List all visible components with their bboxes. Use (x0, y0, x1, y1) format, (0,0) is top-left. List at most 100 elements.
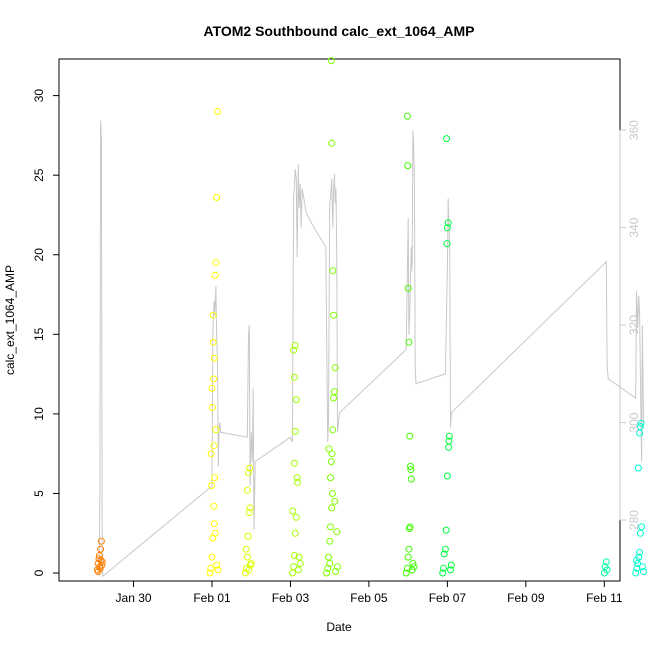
scatter-series-3 (288, 342, 304, 577)
data-point (95, 552, 103, 559)
data-point (208, 404, 216, 411)
data-point (214, 566, 222, 574)
data-point (402, 569, 410, 577)
data-point (445, 437, 453, 445)
data-point (210, 375, 218, 383)
y-tick-label: 0 (32, 569, 46, 576)
data-point (97, 537, 105, 545)
x-tick-label: Jan 30 (116, 591, 152, 605)
data-point (329, 267, 337, 275)
data-point (327, 57, 335, 65)
y-axis: 0 5 10 15 20 25 30 (32, 89, 60, 576)
data-point (210, 502, 218, 510)
data-point (294, 566, 302, 574)
data-point (294, 478, 301, 486)
data-point (290, 459, 298, 467)
data-point (409, 560, 417, 567)
chart-title: ATOM2 Southbound calc_ext_1064_AMP (204, 23, 475, 39)
data-point (636, 423, 644, 431)
data-point (328, 450, 336, 458)
data-point (405, 338, 413, 346)
data-point (632, 569, 640, 577)
data-point (98, 561, 106, 569)
data-point (213, 561, 221, 569)
x-tick-label: Feb 07 (429, 591, 467, 605)
data-point (245, 469, 252, 477)
data-point (445, 432, 453, 440)
scatter-points-layer (93, 57, 647, 577)
data-point (247, 560, 255, 567)
data-point (208, 482, 216, 489)
data-point (328, 139, 336, 147)
data-point (638, 523, 646, 531)
data-point (440, 564, 447, 572)
data-point (292, 396, 300, 404)
data-point (206, 569, 214, 577)
data-point (330, 388, 338, 396)
data-point (211, 474, 219, 482)
data-point (243, 553, 251, 561)
data-point (636, 548, 644, 556)
x-axis: Jan 30 Feb 01 Feb 03 Feb 05 Feb 07 Feb 09 Feb … (116, 580, 623, 605)
data-point (443, 224, 451, 232)
data-point (207, 450, 215, 458)
data-point (323, 569, 331, 577)
data-point (246, 464, 254, 472)
data-point (327, 523, 334, 531)
data-point (210, 520, 218, 528)
y2-tick-label: 300 (627, 412, 641, 432)
data-point (212, 259, 220, 267)
data-point (209, 338, 217, 346)
data-point (325, 445, 333, 453)
scatter-series-7 (600, 558, 611, 577)
data-point (328, 504, 336, 512)
y2-tick-label: 280 (627, 510, 641, 530)
data-point (634, 560, 642, 567)
data-point (636, 529, 644, 537)
data-point (213, 194, 221, 201)
data-point (440, 550, 448, 558)
data-point (443, 472, 451, 480)
data-point (443, 240, 451, 248)
data-point (326, 560, 334, 567)
data-point (211, 529, 219, 537)
data-point (407, 475, 415, 483)
data-point (640, 568, 647, 575)
data-point (403, 112, 411, 120)
data-point (603, 566, 611, 574)
data-point (245, 566, 253, 574)
data-point (444, 219, 452, 227)
data-point (211, 271, 219, 279)
data-point (291, 427, 299, 435)
data-point (288, 569, 296, 577)
data-point (207, 564, 215, 572)
data-point (638, 563, 646, 571)
y-axis-label: calc_ext_1064_AMP (3, 265, 17, 375)
data-point (442, 526, 450, 534)
data-point (439, 569, 447, 577)
data-point (208, 553, 216, 561)
data-point (407, 466, 415, 474)
plot-area-frame (58, 58, 621, 582)
data-point (405, 545, 413, 553)
data-point (244, 532, 252, 540)
data-point (445, 443, 453, 451)
y-tick-label: 30 (32, 89, 46, 103)
data-point (327, 458, 335, 466)
data-point (290, 563, 298, 571)
data-point (243, 486, 251, 494)
data-point (326, 537, 334, 545)
data-point (293, 474, 301, 482)
data-point (296, 560, 304, 567)
scatter-series-4 (323, 57, 341, 577)
y2-tick-label: 320 (627, 315, 641, 335)
data-point (97, 545, 105, 553)
data-point (290, 552, 298, 559)
y2-tick-label: 360 (627, 120, 641, 140)
data-point (291, 529, 299, 537)
data-point (325, 553, 332, 561)
data-point (242, 545, 250, 553)
y-tick-label: 25 (32, 168, 46, 182)
secondary-y-axis: 280 300 320 340 360 (619, 120, 641, 530)
